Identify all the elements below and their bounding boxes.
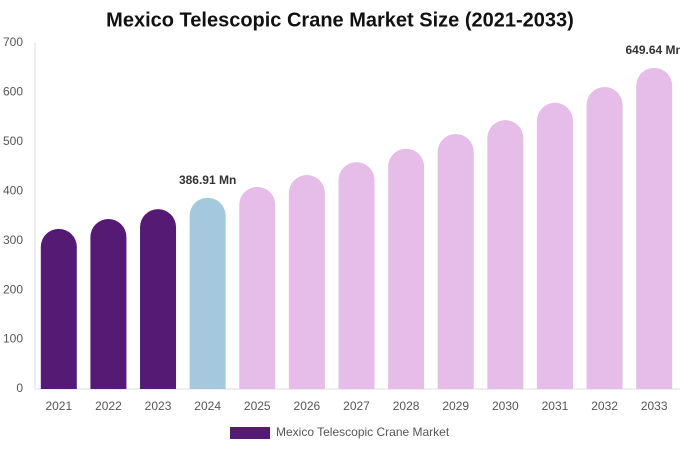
y-tick-label: 300 [3,233,23,247]
bar [288,174,325,389]
bar [239,186,276,389]
bar [437,133,474,389]
bar [536,102,573,390]
x-tick-label: 2027 [343,399,370,413]
x-tick-label: 2024 [194,399,221,413]
x-tick-label: 2030 [492,399,519,413]
x-tick-label: 2031 [542,399,569,413]
bar [90,218,127,389]
y-tick-label: 400 [3,183,23,197]
x-tick-label: 2033 [641,399,668,413]
y-tick-label: 700 [3,35,23,49]
y-tick-label: 100 [3,332,23,346]
y-tick-label: 600 [3,85,23,99]
bar [586,86,623,389]
bar [189,197,226,389]
bar [40,228,77,389]
data-label: 386.91 Mn [179,173,236,187]
bar [140,209,177,389]
x-tick-label: 2025 [244,399,271,413]
y-tick-label: 500 [3,134,23,148]
bar [636,67,673,390]
x-tick-label: 2029 [442,399,469,413]
legend-label: Mexico Telescopic Crane Market [276,425,450,439]
x-tick-label: 2021 [45,399,72,413]
x-tick-label: 2028 [393,399,420,413]
x-tick-label: 2032 [591,399,618,413]
x-tick-label: 2026 [294,399,321,413]
legend-swatch [230,427,270,439]
y-tick-label: 200 [3,282,23,296]
x-tick-label: 2023 [145,399,172,413]
bar [487,120,524,389]
chart-title: Mexico Telescopic Crane Market Size (202… [106,9,574,31]
data-label: 649.64 Mn [626,43,680,57]
y-tick-label: 0 [16,381,23,395]
x-tick-label: 2022 [95,399,122,413]
bar [388,148,425,389]
bar [338,162,375,389]
